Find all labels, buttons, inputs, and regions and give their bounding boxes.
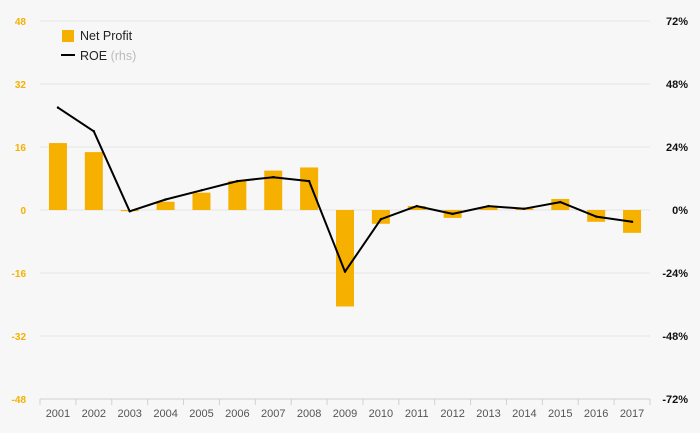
x-tick-label: 2015: [548, 408, 572, 420]
bar-2007: [264, 170, 283, 210]
roe-point-2003: [128, 210, 131, 213]
x-tick-label: 2017: [620, 408, 644, 420]
right-tick-label: 24%: [666, 142, 688, 154]
x-tick-label: 2007: [261, 408, 285, 420]
legend: Net Profit ROE (rhs): [61, 29, 136, 63]
bar-2013: [479, 207, 498, 210]
roe-point-2016: [594, 215, 598, 218]
bar-2008: [300, 167, 319, 210]
bar-2011: [407, 206, 426, 210]
roe-point-2006: [236, 179, 239, 183]
right-tick-label: -48%: [662, 331, 688, 343]
roe-point-2015: [559, 200, 562, 204]
roe-point-2008: [307, 179, 311, 183]
roe-point-2007: [272, 175, 275, 179]
x-tick-label: 2003: [117, 408, 141, 420]
bar-2009: [336, 210, 354, 307]
roe-point-2004: [164, 198, 167, 201]
right-tick-label: 72%: [666, 16, 688, 28]
x-tick-label: 2016: [584, 408, 608, 420]
right-axis-ticks: 72% 48% 24% 0% -24% -48% -72%: [662, 16, 688, 406]
legend-label-roe: ROE (rhs): [80, 49, 136, 63]
x-tick-label: 2006: [225, 408, 249, 420]
roe-point-2012: [451, 212, 454, 216]
x-tick-label: 2010: [369, 408, 393, 420]
roe-point-2005: [200, 189, 203, 192]
roe-point-2017: [630, 220, 634, 224]
left-tick-label: 48: [15, 17, 27, 28]
roe-point-2001: [56, 106, 60, 109]
x-tick-label: 2005: [189, 408, 213, 420]
x-tick-label: 2004: [153, 408, 177, 420]
x-tick-label: 2014: [512, 408, 536, 420]
right-tick-label: -72%: [662, 394, 688, 406]
x-tick-label: 2013: [476, 408, 500, 420]
roe-point-2011: [415, 204, 418, 208]
roe-point-2014: [523, 207, 526, 210]
legend-label-net-profit: Net Profit: [80, 29, 133, 43]
line-series-roe: [56, 106, 634, 273]
bar-series-net-profit: [48, 143, 642, 307]
roe-point-2010: [379, 217, 383, 221]
bar-2005: [192, 192, 211, 210]
bar-2015: [551, 198, 570, 210]
legend-label-roe-suffix: (rhs): [107, 49, 136, 63]
left-tick-label: 0: [20, 206, 26, 217]
left-tick-label: -48: [12, 395, 27, 406]
bar-2006: [228, 180, 247, 210]
left-tick-label: 32: [15, 80, 27, 91]
legend-label-roe-name: ROE: [80, 49, 107, 63]
left-tick-label: -16: [12, 269, 27, 280]
x-axis: 2001 2002 2003 2004 2005 2006 2007 2008 2009 2010…: [39, 398, 651, 420]
bar-2002: [84, 152, 103, 210]
bar-2001: [48, 143, 67, 210]
left-tick-label: 16: [15, 143, 27, 154]
roe-point-2002: [92, 130, 96, 133]
roe-point-2009: [343, 270, 347, 273]
legend-swatch-net-profit: [62, 30, 74, 42]
roe-point-2013: [487, 204, 490, 208]
x-tick-label: 2011: [405, 408, 429, 420]
x-tick-label: 2009: [333, 408, 357, 420]
right-tick-label: 0%: [672, 205, 688, 217]
bar-2004: [156, 201, 175, 210]
x-tick-label: 2012: [440, 408, 464, 420]
x-tick-label: 2002: [82, 408, 106, 420]
x-tick-label: 2008: [297, 408, 321, 420]
right-tick-label: -24%: [662, 268, 688, 280]
left-tick-label: -32: [12, 332, 27, 343]
left-axis-ticks: 48 32 16 0 -16 -32 -48: [12, 17, 27, 406]
right-tick-label: 48%: [666, 79, 688, 91]
bar-2010: [371, 210, 390, 224]
x-tick-label: 2001: [46, 408, 70, 420]
